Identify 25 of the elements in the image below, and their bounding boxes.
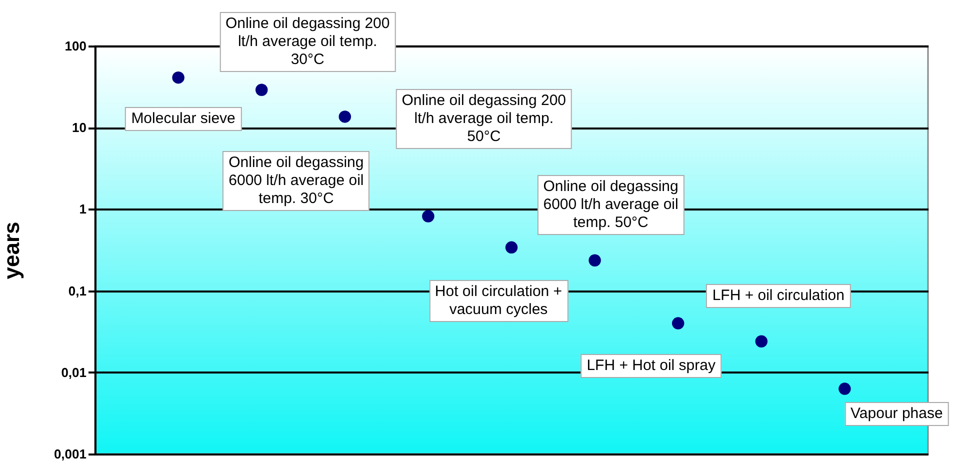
point xyxy=(755,335,768,348)
annotation: Online oil degassing 6000 lt/h average oil temp. 30°C xyxy=(222,151,370,212)
point xyxy=(588,254,601,266)
annotation: Online oil degassing 6000 lt/h average oil temp. 50°C xyxy=(537,175,684,236)
annotation: LFH + Hot oil spray xyxy=(580,354,722,378)
annotation: Hot oil circulation + vacuum cycles xyxy=(428,280,568,322)
y-axis-title: years xyxy=(0,222,24,280)
y-tick-label: 0,01 xyxy=(61,364,86,380)
y-tick-label: 0,1 xyxy=(68,283,86,298)
y-tick-label: 100 xyxy=(64,38,86,54)
y-tick-label: 10 xyxy=(72,120,86,136)
point xyxy=(255,84,268,96)
y-tick-label: 0,001 xyxy=(54,446,86,462)
annotation: Molecular sieve xyxy=(125,106,242,131)
annotation: LFH + oil circulation xyxy=(706,284,850,308)
point xyxy=(672,317,684,330)
annotation: Online oil degassing 200 lt/h average oil temp. 50°C xyxy=(396,88,572,149)
point xyxy=(338,110,352,123)
annotation: Online oil degassing 200 lt/h average oil temp. 30°C xyxy=(219,12,396,72)
point xyxy=(422,210,434,222)
point xyxy=(172,71,184,84)
point xyxy=(838,382,851,395)
annotation: Vapour phase xyxy=(844,402,949,426)
y-tick-label: 1 xyxy=(79,202,86,217)
point xyxy=(505,241,518,254)
